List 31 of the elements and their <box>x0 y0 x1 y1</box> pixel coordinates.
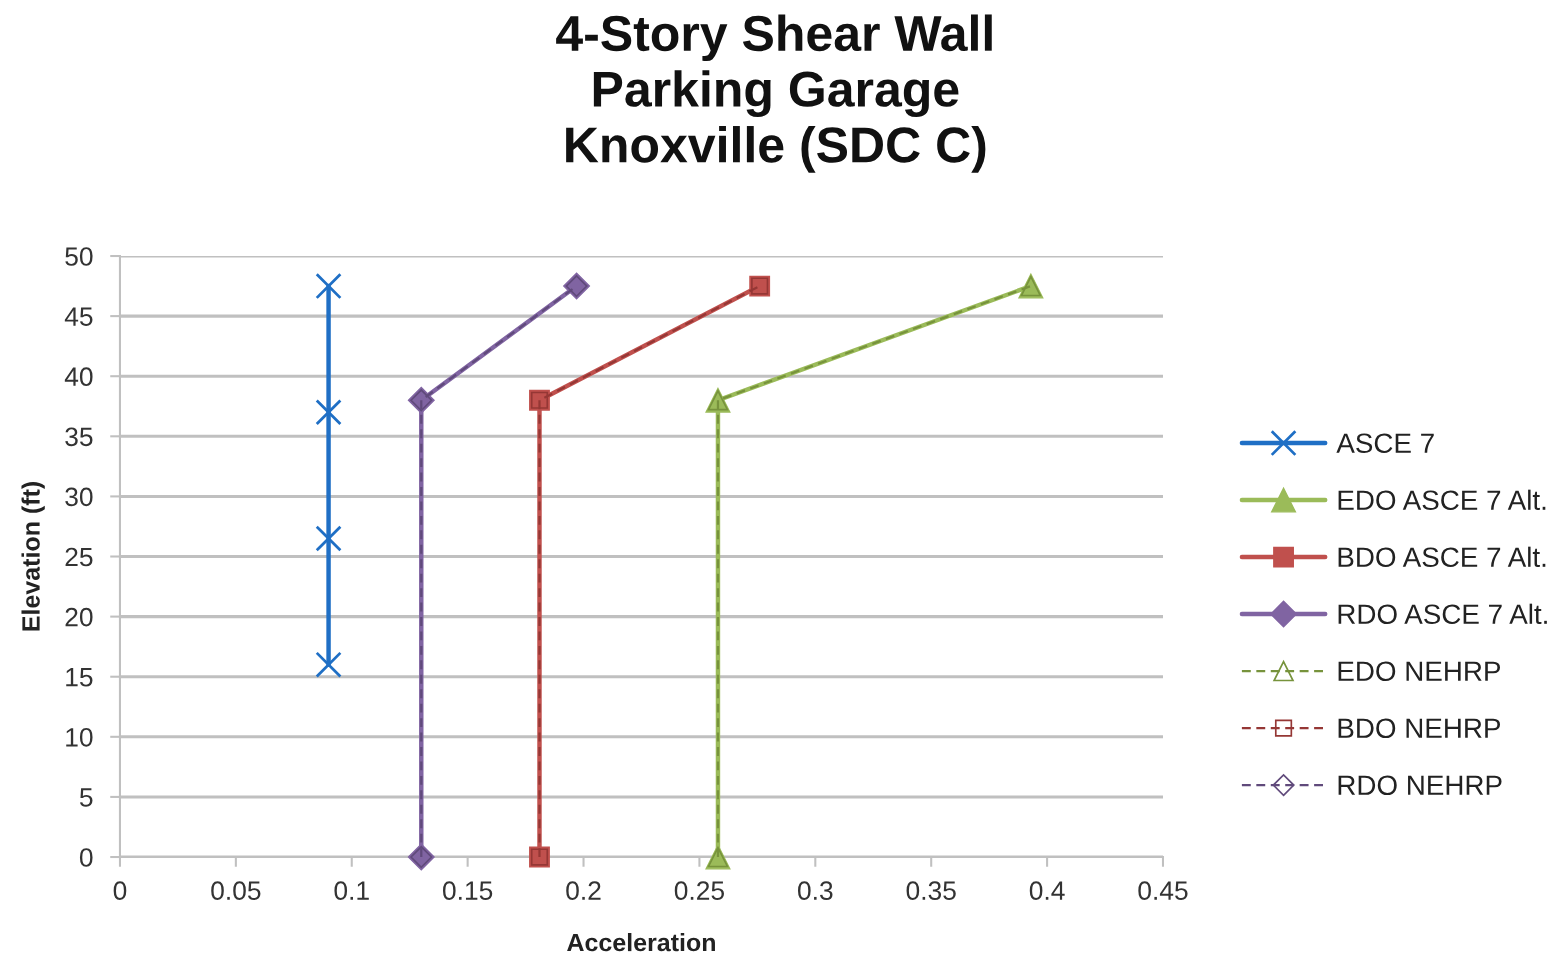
y-tick-label: 30 <box>65 487 93 507</box>
x-axis-title: Acceleration <box>567 933 715 952</box>
y-tick-label: 15 <box>66 668 93 687</box>
y-tick-label: 20 <box>65 607 93 627</box>
x-tick-label: 0.15 <box>442 881 493 901</box>
x-tick-label: 0.25 <box>674 881 724 901</box>
y-tick-label: 50 <box>65 247 93 266</box>
chart-title: 4-Story Shear Wall Parking Garage Knoxville (SDC C) <box>556 14 992 173</box>
legend-label: BDO ASCE 7 Alt. <box>1338 546 1546 568</box>
x-tick-label: 0.2 <box>566 881 601 901</box>
legend-label: ASCE 7 <box>1336 433 1434 454</box>
y-tick-label: 45 <box>64 307 93 326</box>
y-tick-label: 5 <box>79 788 93 807</box>
x-tick-label: 0.05 <box>211 881 261 901</box>
x-tick-label: 0.45 <box>1138 881 1188 901</box>
legend-label: RDO NEHRP <box>1338 775 1502 796</box>
legend-label: RDO ASCE 7 Alt. <box>1338 603 1547 625</box>
x-tick-label: 0.1 <box>334 881 369 901</box>
y-tick-label: 40 <box>64 367 93 387</box>
legend-label: EDO NEHRP <box>1338 661 1501 682</box>
x-tick-label: 0 <box>113 881 127 901</box>
y-tick-label: 25 <box>65 547 93 567</box>
y-tick-label: 0 <box>79 848 93 867</box>
y-tick-label: 10 <box>66 727 93 747</box>
x-tick-label: 0.35 <box>906 881 956 901</box>
x-tick-label: 0.3 <box>798 881 833 901</box>
x-tick-label: 0.4 <box>1029 881 1065 901</box>
y-axis-title: Elevation (ft) <box>21 482 45 631</box>
y-tick-label: 35 <box>65 427 93 447</box>
legend-label: BDO NEHRP <box>1338 718 1501 739</box>
legend-label: EDO ASCE 7 Alt. <box>1338 489 1546 511</box>
